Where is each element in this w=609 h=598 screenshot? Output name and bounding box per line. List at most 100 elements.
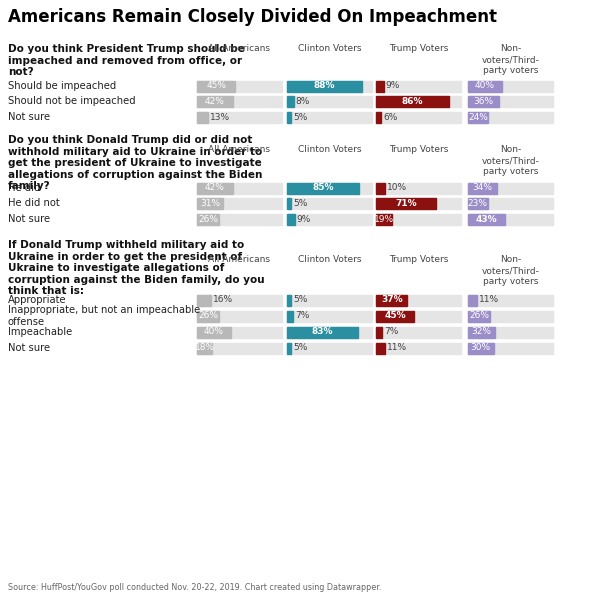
Text: 26%: 26% — [198, 215, 218, 224]
Text: All Americans: All Americans — [208, 44, 270, 53]
Bar — [287, 81, 372, 91]
Text: 40%: 40% — [204, 328, 224, 337]
Text: 85%: 85% — [312, 184, 334, 193]
Text: 5%: 5% — [294, 295, 308, 304]
Bar — [197, 327, 231, 337]
Bar — [287, 294, 291, 306]
Text: If Donald Trump withheld military aid to
Ukraine in order to get the president o: If Donald Trump withheld military aid to… — [8, 240, 265, 297]
Text: 32%: 32% — [471, 328, 491, 337]
Bar — [197, 111, 208, 123]
Bar — [287, 182, 372, 194]
Text: 26%: 26% — [198, 312, 218, 321]
Text: Americans Remain Closely Divided On Impeachment: Americans Remain Closely Divided On Impe… — [8, 8, 497, 26]
Text: 86%: 86% — [402, 96, 423, 105]
Bar — [287, 213, 295, 224]
Bar — [197, 343, 213, 353]
Text: 13%: 13% — [210, 112, 230, 121]
Bar — [376, 294, 407, 306]
Bar — [376, 182, 461, 194]
Bar — [468, 96, 499, 106]
Bar — [376, 96, 449, 106]
Bar — [468, 81, 502, 91]
Text: All Americans: All Americans — [208, 255, 270, 264]
Text: 7%: 7% — [384, 328, 398, 337]
Bar — [287, 310, 293, 322]
Bar — [468, 213, 553, 224]
Text: 10%: 10% — [387, 184, 407, 193]
Text: 18%: 18% — [195, 343, 215, 352]
Bar — [376, 111, 461, 123]
Text: Should not be impeached: Should not be impeached — [8, 96, 136, 106]
Bar — [468, 343, 493, 353]
Text: Non-
voters/Third-
party voters: Non- voters/Third- party voters — [482, 255, 540, 286]
Bar — [468, 294, 477, 306]
Text: Non-
voters/Third-
party voters: Non- voters/Third- party voters — [482, 44, 540, 75]
Bar — [287, 343, 291, 353]
Text: Appropriate: Appropriate — [8, 295, 66, 305]
Bar — [287, 96, 372, 106]
Text: 23%: 23% — [468, 199, 488, 208]
Text: Clinton Voters: Clinton Voters — [298, 44, 361, 53]
Bar — [287, 182, 359, 194]
Text: 40%: 40% — [475, 81, 495, 90]
Bar — [376, 213, 461, 224]
Text: Not sure: Not sure — [8, 343, 50, 353]
Bar — [197, 182, 282, 194]
Bar — [197, 213, 219, 224]
Bar — [197, 197, 282, 209]
Bar — [468, 197, 553, 209]
Text: 43%: 43% — [476, 215, 497, 224]
Bar — [376, 310, 461, 322]
Text: Impeachable: Impeachable — [8, 327, 72, 337]
Text: 88%: 88% — [314, 81, 335, 90]
Text: Trump Voters: Trump Voters — [389, 145, 448, 154]
Bar — [376, 310, 414, 322]
Text: Not sure: Not sure — [8, 214, 50, 224]
Text: 5%: 5% — [294, 112, 308, 121]
Text: 8%: 8% — [296, 96, 310, 105]
Bar — [287, 96, 294, 106]
Bar — [468, 81, 553, 91]
Bar — [197, 81, 235, 91]
Bar — [468, 343, 553, 353]
Bar — [468, 294, 553, 306]
Text: 26%: 26% — [469, 312, 489, 321]
Bar — [376, 197, 461, 209]
Text: Inappropriate, but not an impeachable
offense: Inappropriate, but not an impeachable of… — [8, 305, 200, 327]
Bar — [197, 96, 282, 106]
Text: 37%: 37% — [381, 295, 403, 304]
Text: Do you think President Trump should be
impeached and removed from office, or
not: Do you think President Trump should be i… — [8, 44, 245, 77]
Bar — [197, 197, 224, 209]
Bar — [287, 343, 372, 353]
Text: Not sure: Not sure — [8, 112, 50, 122]
Bar — [197, 310, 219, 322]
Bar — [197, 96, 233, 106]
Text: Source: HuffPost/YouGov poll conducted Nov. 20-22, 2019. Chart created using Dat: Source: HuffPost/YouGov poll conducted N… — [8, 583, 381, 592]
Bar — [468, 310, 490, 322]
Text: 16%: 16% — [213, 295, 233, 304]
Bar — [468, 213, 504, 224]
Bar — [376, 343, 461, 353]
Bar — [376, 182, 384, 194]
Text: All Americans: All Americans — [208, 145, 270, 154]
Bar — [468, 111, 553, 123]
Text: Clinton Voters: Clinton Voters — [298, 255, 361, 264]
Text: He did not: He did not — [8, 198, 60, 208]
Bar — [287, 310, 372, 322]
Bar — [376, 327, 461, 337]
Bar — [376, 81, 461, 91]
Text: 30%: 30% — [471, 343, 491, 352]
Bar — [468, 327, 553, 337]
Bar — [197, 294, 211, 306]
Bar — [376, 96, 461, 106]
Text: 6%: 6% — [383, 112, 398, 121]
Text: 11%: 11% — [479, 295, 499, 304]
Bar — [287, 197, 291, 209]
Bar — [197, 310, 282, 322]
Text: 11%: 11% — [387, 343, 407, 352]
Bar — [287, 213, 372, 224]
Bar — [376, 294, 461, 306]
Text: Non-
voters/Third-
party voters: Non- voters/Third- party voters — [482, 145, 540, 176]
Text: 5%: 5% — [294, 199, 308, 208]
Bar — [468, 327, 495, 337]
